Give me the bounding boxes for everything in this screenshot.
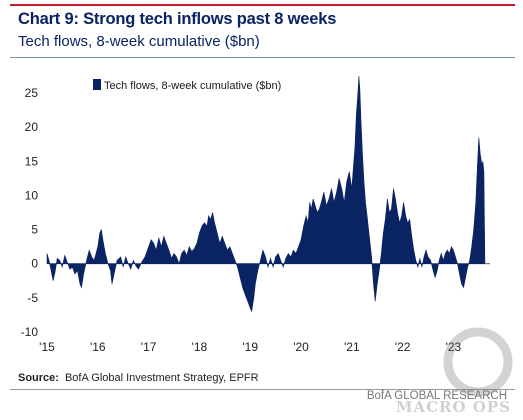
- research-credit: BofA GLOBAL RESEARCH: [366, 390, 507, 402]
- y-tick-label: -5: [27, 291, 38, 305]
- y-tick-label: 15: [25, 154, 39, 168]
- chart-title: Chart 9: Strong tech inflows past 8 week…: [18, 10, 337, 28]
- source-label: Source:: [18, 372, 59, 384]
- legend: Tech flows, 8-week cumulative ($bn): [93, 79, 281, 92]
- x-tick-label: '22: [395, 340, 411, 354]
- chart-subtitle: Tech flows, 8-week cumulative ($bn): [18, 33, 260, 50]
- x-tick-label: '19: [242, 340, 258, 354]
- series-area-tech-flows: [46, 75, 486, 313]
- tech-flows-chart: -10 -5 0 5 10 15 20 25 '15 '16 '17 '18 '19 '20 '21 '22…: [21, 75, 490, 354]
- footer-separator: [10, 389, 515, 390]
- x-tick-label: '23: [446, 340, 462, 354]
- watermark-text: MACRO OPS: [395, 398, 511, 416]
- x-tick-label: '21: [344, 340, 360, 354]
- x-tick-label: '15: [39, 340, 55, 354]
- y-tick-label: 20: [25, 120, 39, 134]
- legend-swatch: [93, 79, 101, 90]
- top-accent-rule: [10, 4, 515, 6]
- header-separator: [10, 57, 515, 58]
- legend-label: Tech flows, 8-week cumulative ($bn): [104, 80, 281, 92]
- source-note: Source: BofA Global Investment Strategy, …: [18, 372, 259, 384]
- x-tick-label: '16: [90, 340, 106, 354]
- y-tick-label: -10: [21, 325, 39, 339]
- x-tick-label: '17: [141, 340, 157, 354]
- y-axis: -10 -5 0 5 10 15 20 25: [21, 86, 39, 339]
- y-tick-label: 5: [31, 223, 38, 237]
- y-tick-label: 10: [25, 188, 39, 202]
- source-text: BofA Global Investment Strategy, EPFR: [64, 372, 259, 384]
- y-tick-label: 25: [25, 86, 39, 100]
- y-tick-label: 0: [31, 257, 38, 271]
- x-tick-label: '18: [192, 340, 208, 354]
- x-axis: '15 '16 '17 '18 '19 '20 '21 '22 '23: [39, 340, 461, 354]
- x-tick-label: '20: [293, 340, 309, 354]
- watermark-ring-logo: [443, 327, 513, 397]
